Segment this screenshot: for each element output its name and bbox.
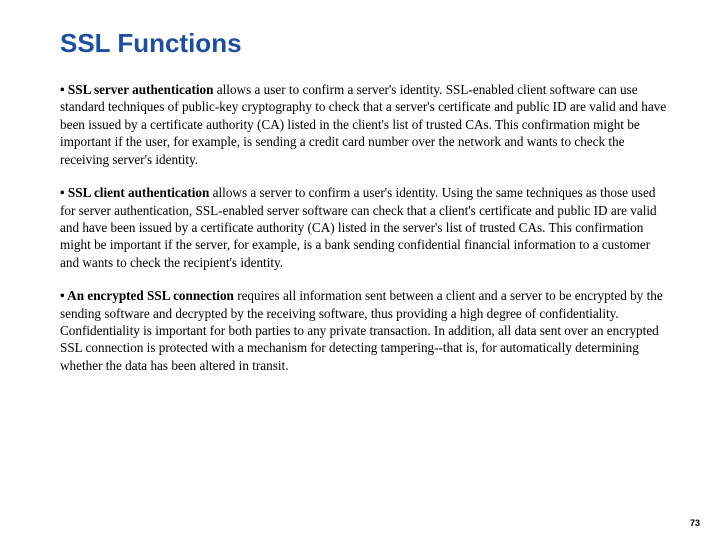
paragraph-encrypted-conn: • An encrypted SSL connection requires a… (60, 287, 670, 374)
para-lead: • SSL server authentication (60, 82, 213, 97)
page-number: 73 (690, 518, 700, 528)
page-title: SSL Functions (60, 28, 670, 59)
paragraph-server-auth: • SSL server authentication allows a use… (60, 81, 670, 168)
para-lead: • SSL client authentication (60, 185, 209, 200)
paragraph-client-auth: • SSL client authentication allows a ser… (60, 184, 670, 271)
para-lead: • An encrypted SSL connection (60, 288, 234, 303)
